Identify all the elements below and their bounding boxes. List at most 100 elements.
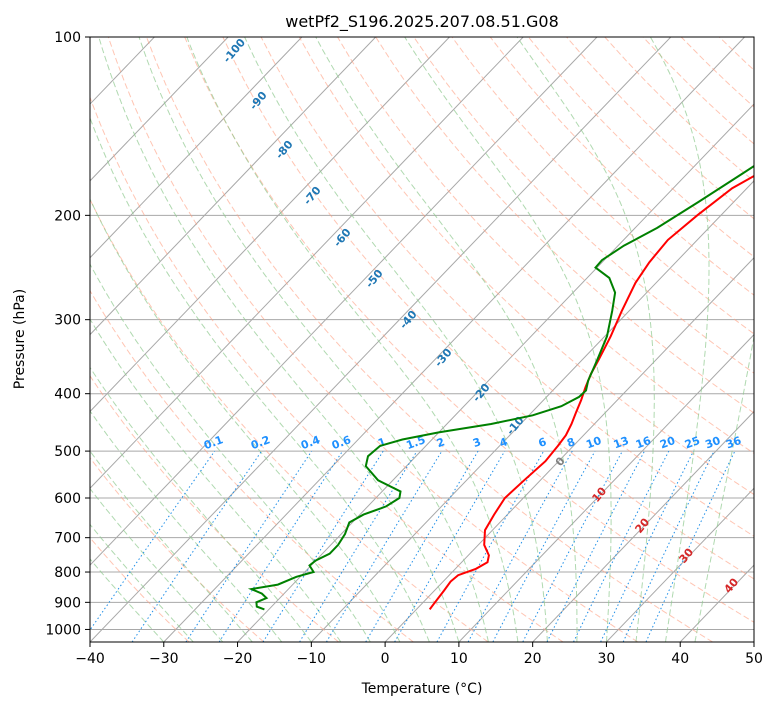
mixing-ratio-line — [467, 450, 573, 642]
isotherm-line — [90, 37, 229, 182]
dry-adiabat-label: -40 — [397, 308, 420, 332]
temperature-profile-line — [428, 174, 754, 610]
dry-adiabat-line — [451, 37, 754, 335]
mixing-ratio-line — [436, 450, 545, 642]
dry-adiabat-lines — [90, 37, 775, 642]
dewpoint-profile-line — [247, 164, 754, 611]
mixing-ratio-line — [218, 450, 344, 642]
x-axis-label: Temperature (°C) — [361, 681, 483, 697]
y-tick-label: 400 — [54, 387, 81, 403]
mixing-ratio-line — [546, 450, 645, 642]
mixing-ratio-label: 2 — [435, 435, 447, 450]
mixing-ratio-label: 0.2 — [249, 433, 272, 452]
dry-adiabat-label: -70 — [301, 184, 324, 208]
moist-adiabat-line — [138, 37, 489, 642]
dry-adiabat-line — [222, 37, 754, 580]
dry-adiabat-label: -50 — [363, 267, 386, 291]
isotherm-line — [90, 37, 524, 489]
y-axis-ticks: 100 200 300 400 500 600 700 800 900 1000 — [45, 30, 90, 638]
y-tick-label: 700 — [54, 531, 81, 547]
moist-adiabat-line — [315, 37, 578, 642]
dry-adiabat-line — [90, 536, 190, 642]
moist-adiabat-line — [90, 366, 312, 642]
isotherm-line — [532, 410, 754, 642]
dry-adiabat-line — [146, 37, 713, 642]
mixing-ratio-label: 16 — [634, 434, 653, 452]
x-tick-label: −10 — [297, 651, 327, 667]
isotherm-line — [90, 37, 598, 566]
mixing-ratio-line — [262, 450, 384, 642]
dry-adiabat-line — [90, 289, 414, 642]
mixing-ratio-label: 30 — [703, 434, 722, 452]
mixing-ratio-labels: 0.1 0.2 0.4 0.6 1 1.5 2 3 4 6 8 10 13 16 20 25 30 36 — [202, 433, 743, 452]
mixing-ratio-line — [131, 450, 263, 642]
dry-adiabat-line — [90, 456, 265, 642]
isotherm-line — [384, 257, 754, 642]
x-tick-label: −30 — [149, 651, 179, 667]
mixing-ratio-line — [90, 450, 216, 631]
moist-adiabat-label: 20 — [632, 515, 652, 535]
mixing-ratio-label: 6 — [537, 435, 549, 450]
dry-adiabat-label: -80 — [273, 138, 296, 162]
moist-adiabat-label: 0 — [553, 454, 568, 468]
x-tick-label: 30 — [598, 651, 616, 667]
dry-adiabat-line — [489, 37, 754, 296]
isotherm-lines — [90, 37, 754, 642]
x-tick-label: 0 — [381, 651, 390, 667]
y-tick-label: 800 — [54, 565, 81, 581]
mixing-ratio-label: 0.4 — [299, 433, 322, 452]
isotherm-line — [90, 37, 450, 413]
moist-adiabat-line — [90, 116, 430, 642]
isotherm-line — [237, 103, 754, 642]
isotherm-line — [606, 487, 754, 642]
dry-adiabat-line — [758, 37, 775, 642]
mixing-ratio-label: 36 — [724, 434, 743, 452]
moist-adiabat-label: 40 — [721, 575, 741, 595]
mixing-ratio-label: 4 — [498, 435, 510, 450]
moist-adiabat-line — [516, 37, 655, 642]
isotherm-line — [753, 641, 754, 642]
moist-adiabat-lines — [90, 37, 754, 642]
dry-adiabat-label: -60 — [331, 226, 354, 250]
moist-adiabat-line — [90, 487, 224, 642]
dry-adiabat-line — [413, 37, 754, 374]
dry-adiabat-line — [107, 37, 639, 642]
y-tick-label: 900 — [54, 595, 81, 611]
moist-adiabat-line — [90, 558, 165, 642]
dry-adiabat-line — [337, 37, 754, 454]
moist-adiabat-line — [649, 37, 710, 642]
dry-adiabat-line — [566, 37, 754, 220]
x-tick-label: 50 — [745, 651, 763, 667]
moist-adiabat-line — [90, 318, 342, 642]
mixing-ratio-label: 13 — [612, 434, 631, 451]
chart-title: wetPf2_S196.2025.207.08.51.G08 — [285, 12, 559, 32]
x-tick-label: −20 — [223, 651, 253, 667]
x-tick-label: 20 — [524, 651, 542, 667]
plot-area: -100-90-80-70-60-50-40-30-20-10 0.1 0.2 0.… — [90, 37, 775, 642]
isobar-gridlines — [90, 37, 754, 630]
sounding-series — [247, 164, 754, 611]
moist-adiabat-line — [90, 410, 283, 642]
mixing-ratio-line — [492, 450, 596, 642]
moist-adiabat-line — [694, 333, 754, 642]
moist-adiabat-line — [90, 263, 371, 642]
y-tick-label: 100 — [54, 30, 81, 46]
dry-adiabat-line — [90, 96, 564, 642]
isotherm-line — [679, 564, 754, 642]
moist-adiabat-line — [98, 37, 460, 642]
moist-adiabat-line — [244, 37, 548, 642]
dry-adiabat-line — [184, 37, 754, 623]
plot-frame — [89, 36, 755, 643]
isotherm-line — [458, 333, 754, 642]
dry-adiabat-line — [642, 37, 754, 145]
dry-adiabat-line — [90, 198, 489, 642]
mixing-ratio-label: 0.1 — [202, 433, 225, 452]
y-tick-label: 300 — [54, 313, 81, 329]
isotherm-line — [90, 37, 672, 642]
x-tick-label: −40 — [75, 651, 105, 667]
x-tick-label: 40 — [671, 651, 689, 667]
dry-adiabat-line — [718, 37, 754, 71]
dry-adiabat-line — [298, 37, 754, 496]
moist-adiabat-line — [90, 197, 401, 642]
